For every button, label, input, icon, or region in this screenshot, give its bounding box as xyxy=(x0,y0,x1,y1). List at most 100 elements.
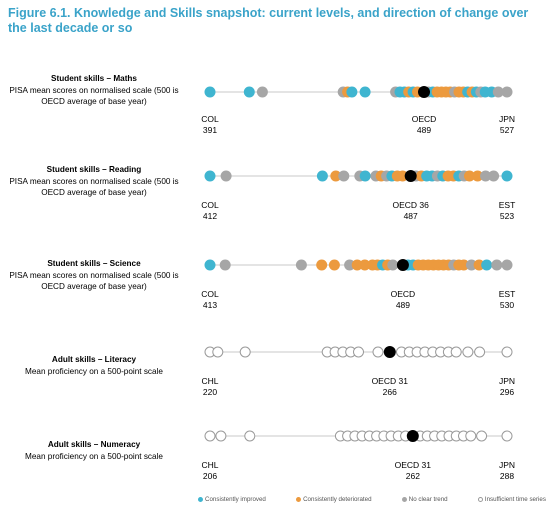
oecd-average-point xyxy=(418,86,430,98)
max-country-label: EST xyxy=(499,200,516,210)
max-value-label: 288 xyxy=(500,471,514,481)
data-point-deteriorated xyxy=(458,259,470,271)
data-point-insufficient xyxy=(501,346,513,358)
oecd-value-label: 489 xyxy=(396,300,410,310)
legend-swatch-no-clear-trend xyxy=(401,497,407,502)
oecd-country-label: OECD xyxy=(412,114,437,124)
data-point-no-clear-trend xyxy=(488,170,500,182)
panel-label-reading: Student skills – Reading PISA mean score… xyxy=(8,164,180,199)
min-value-label: 412 xyxy=(203,211,217,221)
data-point-improved xyxy=(204,170,216,182)
legend-label: No clear trend xyxy=(408,496,448,503)
data-point-insufficient xyxy=(204,430,216,442)
min-value-label: 391 xyxy=(203,125,217,135)
max-value-label: 523 xyxy=(500,211,514,221)
data-point-no-clear-trend xyxy=(219,259,231,271)
legend-swatch-insufficient xyxy=(477,497,483,502)
panel-subtitle: Mean proficiency on a 500-point scale xyxy=(25,366,163,376)
panel-heading: Adult skills – Numeracy xyxy=(47,440,141,449)
data-point-no-clear-trend xyxy=(256,86,268,98)
oecd-average-point xyxy=(383,346,396,358)
data-point-insufficient xyxy=(239,346,251,358)
data-point-insufficient xyxy=(212,346,224,358)
max-country-label: JPN xyxy=(499,376,515,386)
oecd-value-label: 489 xyxy=(417,125,431,135)
data-point-no-clear-trend xyxy=(220,170,232,182)
oecd-average-point xyxy=(406,430,419,442)
min-country-label: CHL xyxy=(201,460,218,470)
panel-label-numeracy: Adult skills – Numeracy Mean proficiency… xyxy=(8,439,180,462)
min-country-label: COL xyxy=(201,200,219,210)
panel-heading: Adult skills – Literacy xyxy=(51,355,137,364)
data-point-deteriorated xyxy=(330,170,342,182)
panel-subtitle: PISA mean scores on normalised scale (50… xyxy=(9,176,179,198)
data-point-insufficient xyxy=(476,430,488,442)
data-point-improved xyxy=(501,170,513,182)
data-point-deteriorated xyxy=(328,259,340,271)
oecd-average-point xyxy=(404,170,417,182)
data-point-no-clear-trend xyxy=(491,259,503,271)
data-point-no-clear-trend xyxy=(344,259,356,271)
data-point-no-clear-trend xyxy=(387,259,399,271)
data-point-insufficient xyxy=(244,430,256,442)
data-point-deteriorated xyxy=(359,259,371,271)
data-point-no-clear-trend xyxy=(501,259,513,271)
oecd-value-label: 487 xyxy=(404,211,418,221)
data-point-insufficient xyxy=(474,346,486,358)
legend: Consistently improved Consistently deter… xyxy=(198,496,546,503)
legend-item-insufficient: Insufficient time series xyxy=(477,496,546,503)
oecd-country-label: OECD xyxy=(391,289,416,299)
max-country-label: JPN xyxy=(499,114,515,124)
legend-label: Insufficient time series xyxy=(484,496,546,503)
data-point-insufficient xyxy=(462,346,474,358)
min-value-label: 413 xyxy=(203,300,217,310)
data-point-deteriorated xyxy=(472,170,484,182)
panel-subtitle: PISA mean scores on normalised scale (50… xyxy=(9,85,179,107)
oecd-country-label: OECD 31 xyxy=(372,376,409,386)
legend-swatch-deteriorated xyxy=(296,497,302,502)
data-point-improved xyxy=(204,86,216,98)
data-point-insufficient xyxy=(501,430,513,442)
data-point-improved xyxy=(481,259,493,271)
min-country-label: CHL xyxy=(201,376,218,386)
max-value-label: 530 xyxy=(500,300,514,310)
max-country-label: EST xyxy=(499,289,516,299)
data-point-improved xyxy=(346,86,358,98)
data-point-no-clear-trend xyxy=(480,170,492,182)
data-point-deteriorated xyxy=(473,259,485,271)
data-point-no-clear-trend xyxy=(492,86,504,98)
data-point-deteriorated xyxy=(397,170,409,182)
data-point-no-clear-trend xyxy=(466,259,477,271)
data-point-deteriorated xyxy=(316,259,328,271)
data-point-insufficient xyxy=(465,430,477,442)
panel-heading: Student skills – Reading xyxy=(46,165,142,174)
figure-title: Figure 6.1. Knowledge and Skills snapsho… xyxy=(8,6,529,35)
min-value-label: 220 xyxy=(203,387,217,397)
oecd-value-label: 262 xyxy=(406,471,420,481)
legend-label: Consistently improved xyxy=(205,496,266,503)
max-value-label: 527 xyxy=(500,125,514,135)
max-value-label: 296 xyxy=(500,387,514,397)
data-point-insufficient xyxy=(215,430,227,442)
data-point-insufficient xyxy=(372,346,384,358)
data-point-improved xyxy=(243,86,255,98)
data-point-insufficient xyxy=(450,346,462,358)
oecd-average-point xyxy=(396,259,409,271)
min-value-label: 206 xyxy=(203,471,217,481)
data-point-improved xyxy=(204,259,216,271)
data-point-improved xyxy=(316,170,328,182)
panel-subtitle: Mean proficiency on a 500-point scale xyxy=(25,451,163,461)
oecd-country-label: OECD 31 xyxy=(395,460,432,470)
data-point-no-clear-trend xyxy=(338,170,350,182)
legend-item-deteriorated: Consistently deteriorated xyxy=(296,496,372,503)
max-country-label: JPN xyxy=(499,460,515,470)
min-country-label: COL xyxy=(201,289,219,299)
data-point-deteriorated xyxy=(464,170,475,182)
legend-label: Consistently deteriorated xyxy=(303,496,372,503)
legend-item-no-clear-trend: No clear trend xyxy=(401,496,448,503)
legend-swatch-improved xyxy=(198,497,203,502)
panel-label-science: Student skills – Science PISA mean score… xyxy=(8,258,180,293)
panel-heading: Student skills – Science xyxy=(47,259,141,268)
legend-item-improved: Consistently improved xyxy=(198,496,266,503)
